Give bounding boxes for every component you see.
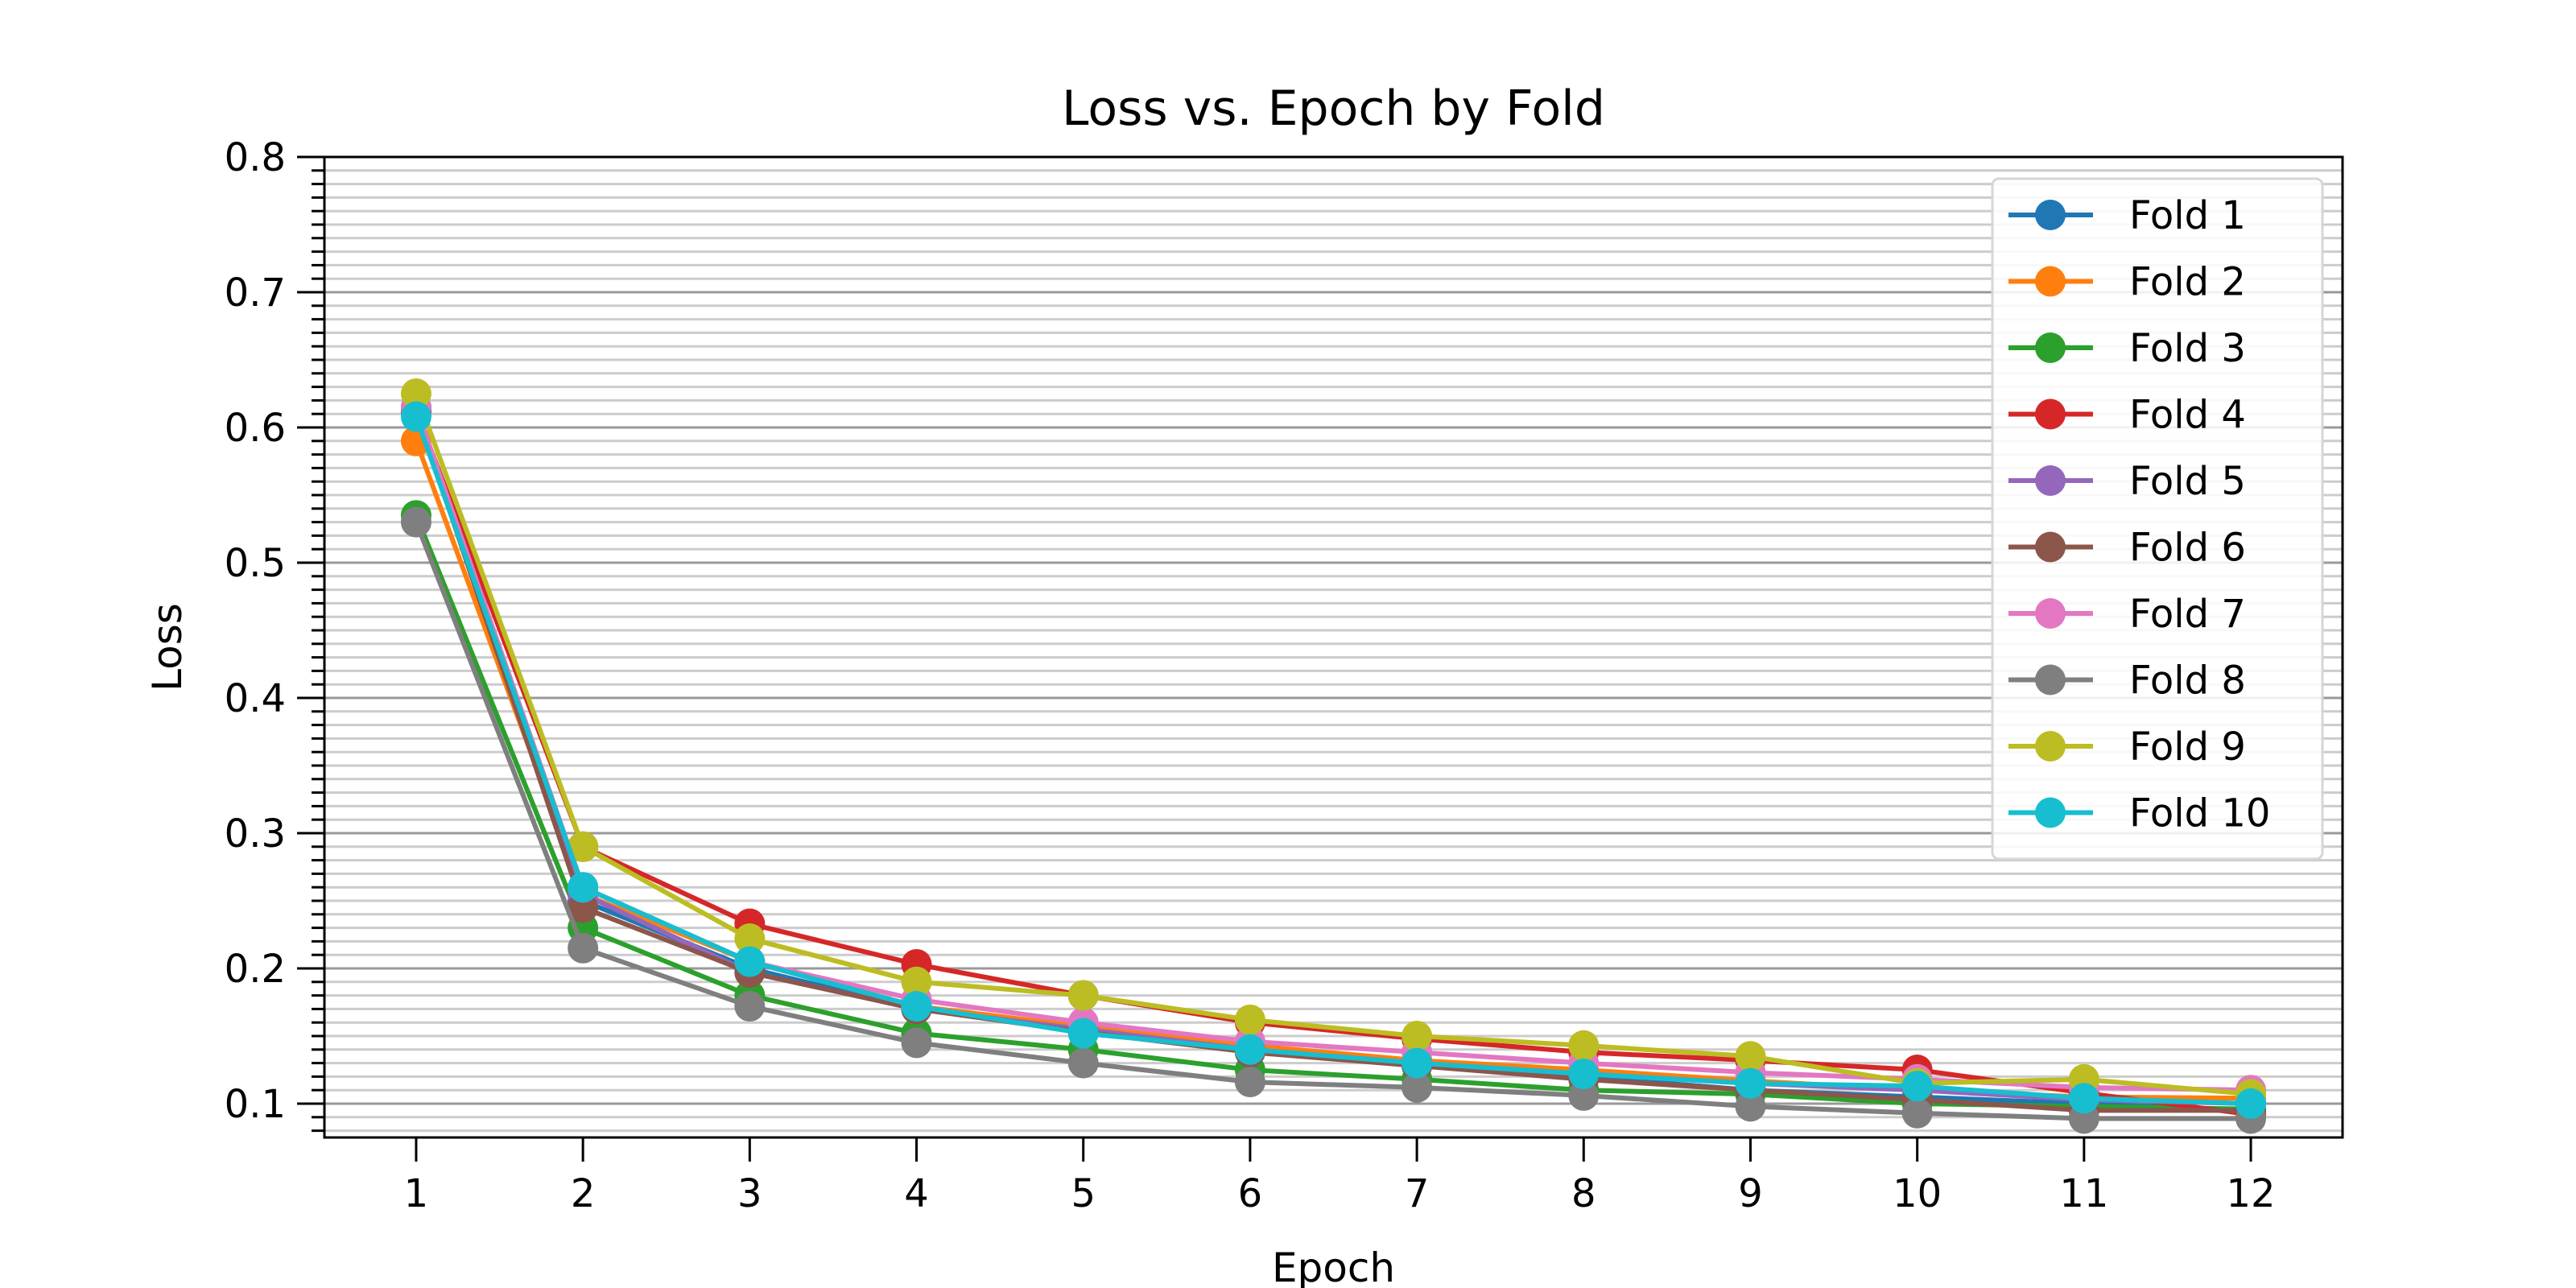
legend-marker bbox=[2035, 531, 2066, 563]
data-point bbox=[1735, 1091, 1766, 1122]
data-point bbox=[1234, 1004, 1265, 1035]
data-point bbox=[1735, 1041, 1766, 1072]
chart-title: Loss vs. Epoch by Fold bbox=[1062, 80, 1605, 137]
legend-label: Fold 1 bbox=[2129, 193, 2246, 238]
data-point bbox=[2235, 1088, 2267, 1119]
legend-marker bbox=[2035, 797, 2066, 828]
legend-label: Fold 5 bbox=[2129, 459, 2246, 504]
data-point bbox=[1234, 1034, 1265, 1065]
x-tick-label: 12 bbox=[2227, 1171, 2276, 1216]
legend-label: Fold 7 bbox=[2129, 592, 2246, 637]
x-tick-label: 8 bbox=[1571, 1171, 1596, 1216]
series-line-fold-10 bbox=[414, 415, 2252, 1106]
data-point bbox=[1901, 1097, 1933, 1129]
x-tick-label: 5 bbox=[1071, 1171, 1096, 1216]
legend-label: Fold 2 bbox=[2129, 260, 2246, 305]
legend-item-fold-10: Fold 10 bbox=[2008, 791, 2270, 836]
y-tick-label: 0.2 bbox=[225, 947, 286, 992]
legend-item-fold-6: Fold 6 bbox=[2008, 526, 2246, 571]
x-axis-label: Epoch bbox=[1272, 1245, 1395, 1288]
series-line-fold-8 bbox=[414, 521, 2252, 1121]
legend-marker bbox=[2035, 266, 2066, 297]
series-fold-9 bbox=[400, 378, 2267, 1110]
data-point bbox=[901, 1027, 932, 1059]
y-tick-label: 0.3 bbox=[225, 811, 286, 857]
data-point bbox=[400, 506, 431, 538]
y-tick-label: 0.8 bbox=[225, 135, 286, 180]
series-fold-10 bbox=[400, 401, 2267, 1119]
legend-marker bbox=[2035, 200, 2066, 230]
x-tick-label: 6 bbox=[1238, 1171, 1263, 1216]
y-tick-label: 0.5 bbox=[225, 541, 286, 586]
series-layer bbox=[400, 378, 2267, 1134]
x-tick-label: 11 bbox=[2059, 1171, 2108, 1216]
data-point bbox=[2068, 1083, 2099, 1114]
x-tick-label: 4 bbox=[904, 1171, 929, 1216]
data-point bbox=[1735, 1067, 1766, 1099]
legend-item-fold-8: Fold 8 bbox=[2008, 658, 2246, 704]
series-line-fold-9 bbox=[414, 392, 2252, 1097]
data-point bbox=[568, 932, 599, 964]
x-tick-label: 3 bbox=[737, 1171, 762, 1216]
data-point bbox=[734, 923, 766, 955]
series-line-fold-3 bbox=[414, 514, 2252, 1112]
data-point bbox=[734, 946, 766, 977]
data-point bbox=[1402, 1047, 1433, 1079]
legend-label: Fold 10 bbox=[2129, 791, 2270, 836]
legend-label: Fold 6 bbox=[2129, 526, 2246, 571]
y-tick-label: 0.7 bbox=[225, 270, 286, 316]
legend-marker bbox=[2035, 465, 2066, 496]
data-point bbox=[400, 401, 431, 432]
legend-item-fold-3: Fold 3 bbox=[2008, 326, 2246, 371]
data-point bbox=[1067, 1047, 1099, 1079]
legend-marker bbox=[2035, 398, 2066, 430]
data-point bbox=[568, 872, 599, 903]
data-point bbox=[568, 831, 599, 862]
legend-marker bbox=[2035, 332, 2066, 363]
x-tick-label: 9 bbox=[1738, 1171, 1763, 1216]
data-point bbox=[1568, 1030, 1600, 1061]
x-tick-label: 1 bbox=[404, 1171, 429, 1216]
legend-item-fold-2: Fold 2 bbox=[2008, 260, 2246, 305]
legend-label: Fold 3 bbox=[2129, 326, 2246, 371]
data-point bbox=[1568, 1080, 1600, 1111]
data-point bbox=[1402, 1071, 1433, 1103]
legend-label: Fold 4 bbox=[2129, 393, 2246, 438]
ticks-layer: 0.10.20.30.40.50.60.70.81 2 3 4 5 6 7 8 9 10 11 12 bbox=[225, 135, 2276, 1216]
data-point bbox=[400, 378, 431, 409]
data-point bbox=[1568, 1059, 1600, 1090]
legend-marker bbox=[2035, 598, 2066, 629]
legend-marker bbox=[2035, 731, 2066, 762]
y-tick-label: 0.4 bbox=[225, 676, 286, 721]
data-point bbox=[1402, 1021, 1433, 1051]
data-point bbox=[1234, 1067, 1265, 1098]
x-tick-label: 2 bbox=[571, 1171, 596, 1216]
legend: Fold 1 Fold 2 Fold 3 Fold 4 Fold 5 Fold 6 Fold… bbox=[1991, 177, 2324, 861]
series-fold-8 bbox=[400, 506, 2267, 1134]
y-tick-label: 0.1 bbox=[225, 1082, 286, 1127]
legend-item-fold-7: Fold 7 bbox=[2008, 592, 2246, 637]
plot-frame bbox=[323, 155, 2344, 1139]
y-tick-label: 0.6 bbox=[225, 406, 286, 451]
series-line-fold-4 bbox=[414, 410, 2252, 1117]
legend-item-fold-1: Fold 1 bbox=[2008, 193, 2246, 238]
legend-label: Fold 8 bbox=[2129, 658, 2246, 704]
data-point bbox=[1067, 980, 1099, 1011]
x-tick-label: 7 bbox=[1405, 1171, 1430, 1216]
data-point bbox=[734, 991, 766, 1022]
legend-item-fold-9: Fold 9 bbox=[2008, 724, 2246, 770]
legend-label: Fold 9 bbox=[2129, 724, 2246, 770]
legend-marker bbox=[2035, 664, 2066, 696]
series-line-fold-6 bbox=[414, 410, 2252, 1113]
legend-item-fold-4: Fold 4 bbox=[2008, 393, 2246, 438]
y-axis-label: Loss bbox=[144, 603, 191, 691]
data-point bbox=[1067, 1018, 1099, 1049]
data-point bbox=[1901, 1071, 1933, 1102]
x-tick-label: 10 bbox=[1893, 1171, 1942, 1216]
legend-item-fold-5: Fold 5 bbox=[2008, 459, 2246, 504]
data-point bbox=[901, 966, 932, 997]
data-point bbox=[901, 991, 932, 1022]
